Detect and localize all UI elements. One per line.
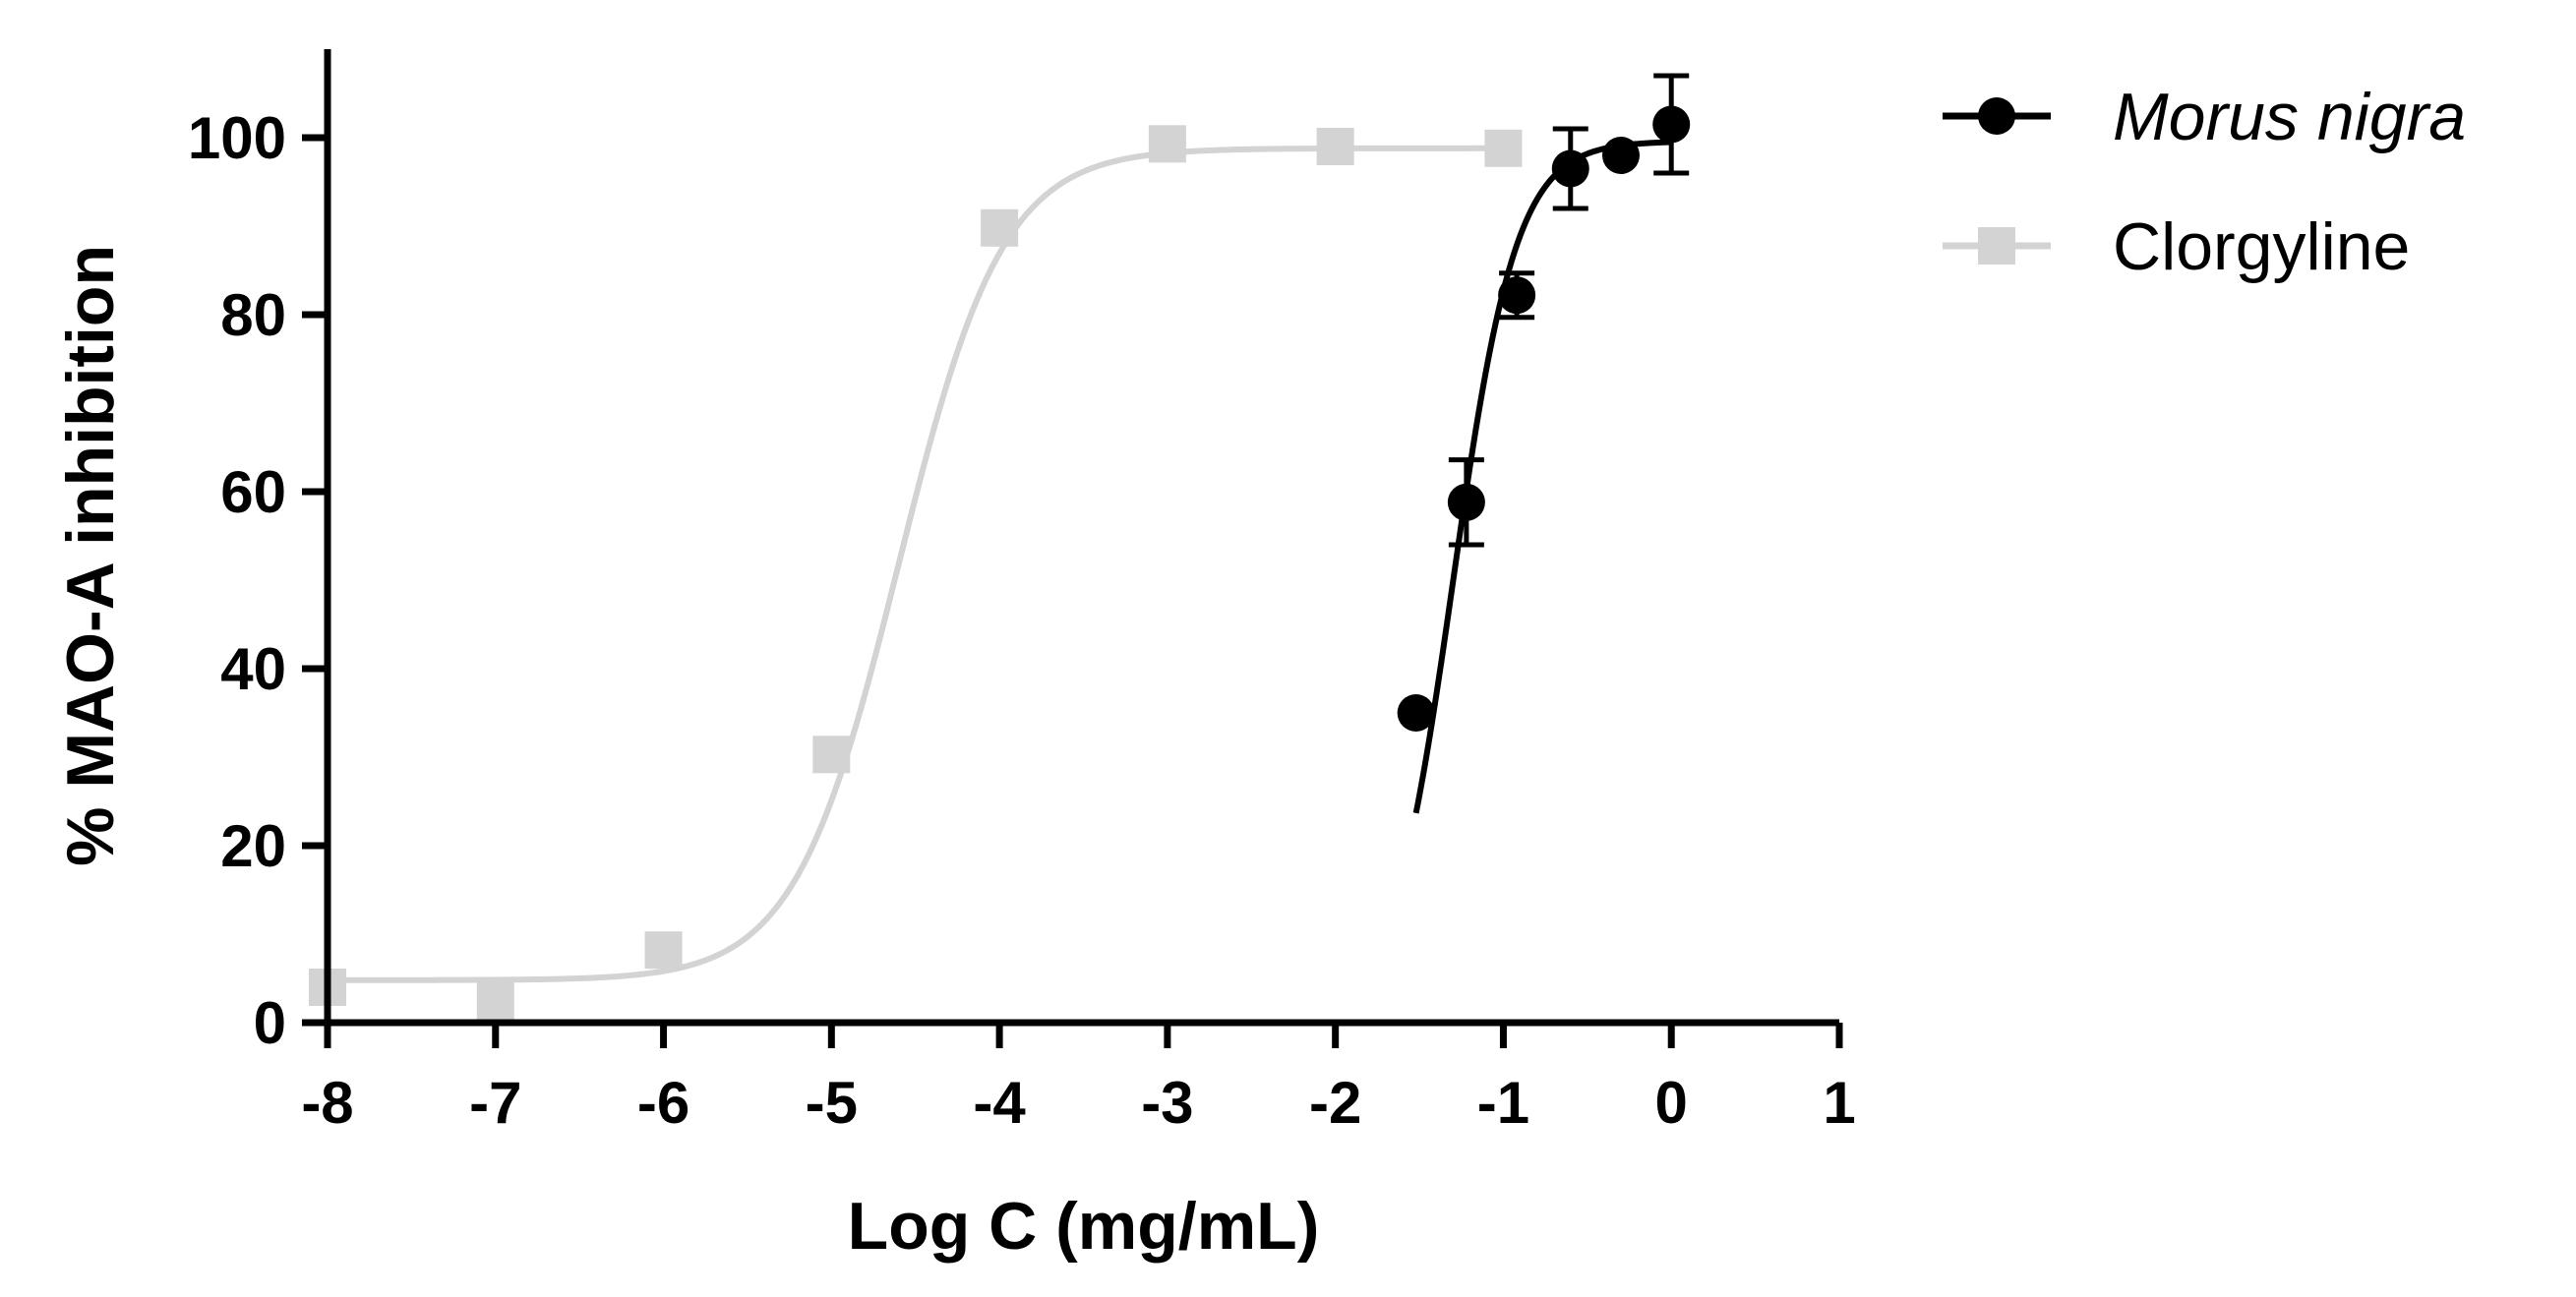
- tick-labels: 0 20 40 60 80 100 -8 -7 -6 -5 -4 -3 -2 -1 0 1: [188, 105, 1856, 1136]
- data-point-morus-nigra: [1652, 105, 1691, 144]
- legend-label: Clorgyline: [2113, 209, 2410, 284]
- fit-curve-clorgyline: [327, 145, 1504, 983]
- data-point-morus-nigra: [1601, 137, 1640, 174]
- y-axis-title: % MAO-A inhibition: [53, 245, 128, 866]
- y-tick-label: 40: [220, 636, 286, 702]
- x-tick-label: -5: [806, 1070, 858, 1136]
- data-point-morus-nigra: [1397, 694, 1435, 732]
- legend-marker-square: [1978, 227, 2015, 265]
- x-tick-label: -1: [1477, 1070, 1529, 1136]
- legend-label: Morus nigra: [2113, 80, 2466, 154]
- y-tick-label: 100: [188, 105, 286, 171]
- x-tick-label: -7: [469, 1070, 521, 1136]
- x-tick-label: -4: [973, 1070, 1026, 1136]
- data-point-clorgyline: [1484, 129, 1523, 167]
- y-tick-label: 20: [220, 813, 286, 879]
- axes: [302, 49, 1843, 1048]
- data-point-clorgyline: [1148, 125, 1186, 163]
- data-point-clorgyline: [812, 736, 851, 774]
- data-point-clorgyline: [981, 208, 1019, 247]
- data-point-clorgyline: [1316, 128, 1354, 165]
- data-point-clorgyline: [644, 931, 683, 970]
- fit-curve-morus-nigra: [1412, 139, 1672, 814]
- x-axis-title: Log C (mg/mL): [848, 1189, 1320, 1264]
- data-point-morus-nigra: [1551, 149, 1589, 188]
- x-tick-label: -3: [1141, 1070, 1193, 1136]
- fit-curves: [327, 139, 1672, 983]
- y-tick-label: 0: [254, 990, 286, 1056]
- y-tick-label: 60: [220, 459, 286, 525]
- x-tick-label: -2: [1309, 1070, 1361, 1136]
- x-tick-label: -6: [637, 1070, 689, 1136]
- data-point-morus-nigra: [1498, 276, 1536, 315]
- x-tick-label: 0: [1655, 1070, 1688, 1136]
- x-tick-label: -8: [301, 1070, 353, 1136]
- legend: Morus nigra Clorgyline: [1943, 80, 2466, 284]
- x-tick-label: 1: [1823, 1070, 1855, 1136]
- y-tick-label: 80: [220, 282, 286, 348]
- data-point-clorgyline: [476, 981, 514, 1020]
- data-point-morus-nigra: [1447, 483, 1485, 521]
- data-points: [309, 105, 1691, 1020]
- legend-marker-circle: [1978, 97, 2015, 135]
